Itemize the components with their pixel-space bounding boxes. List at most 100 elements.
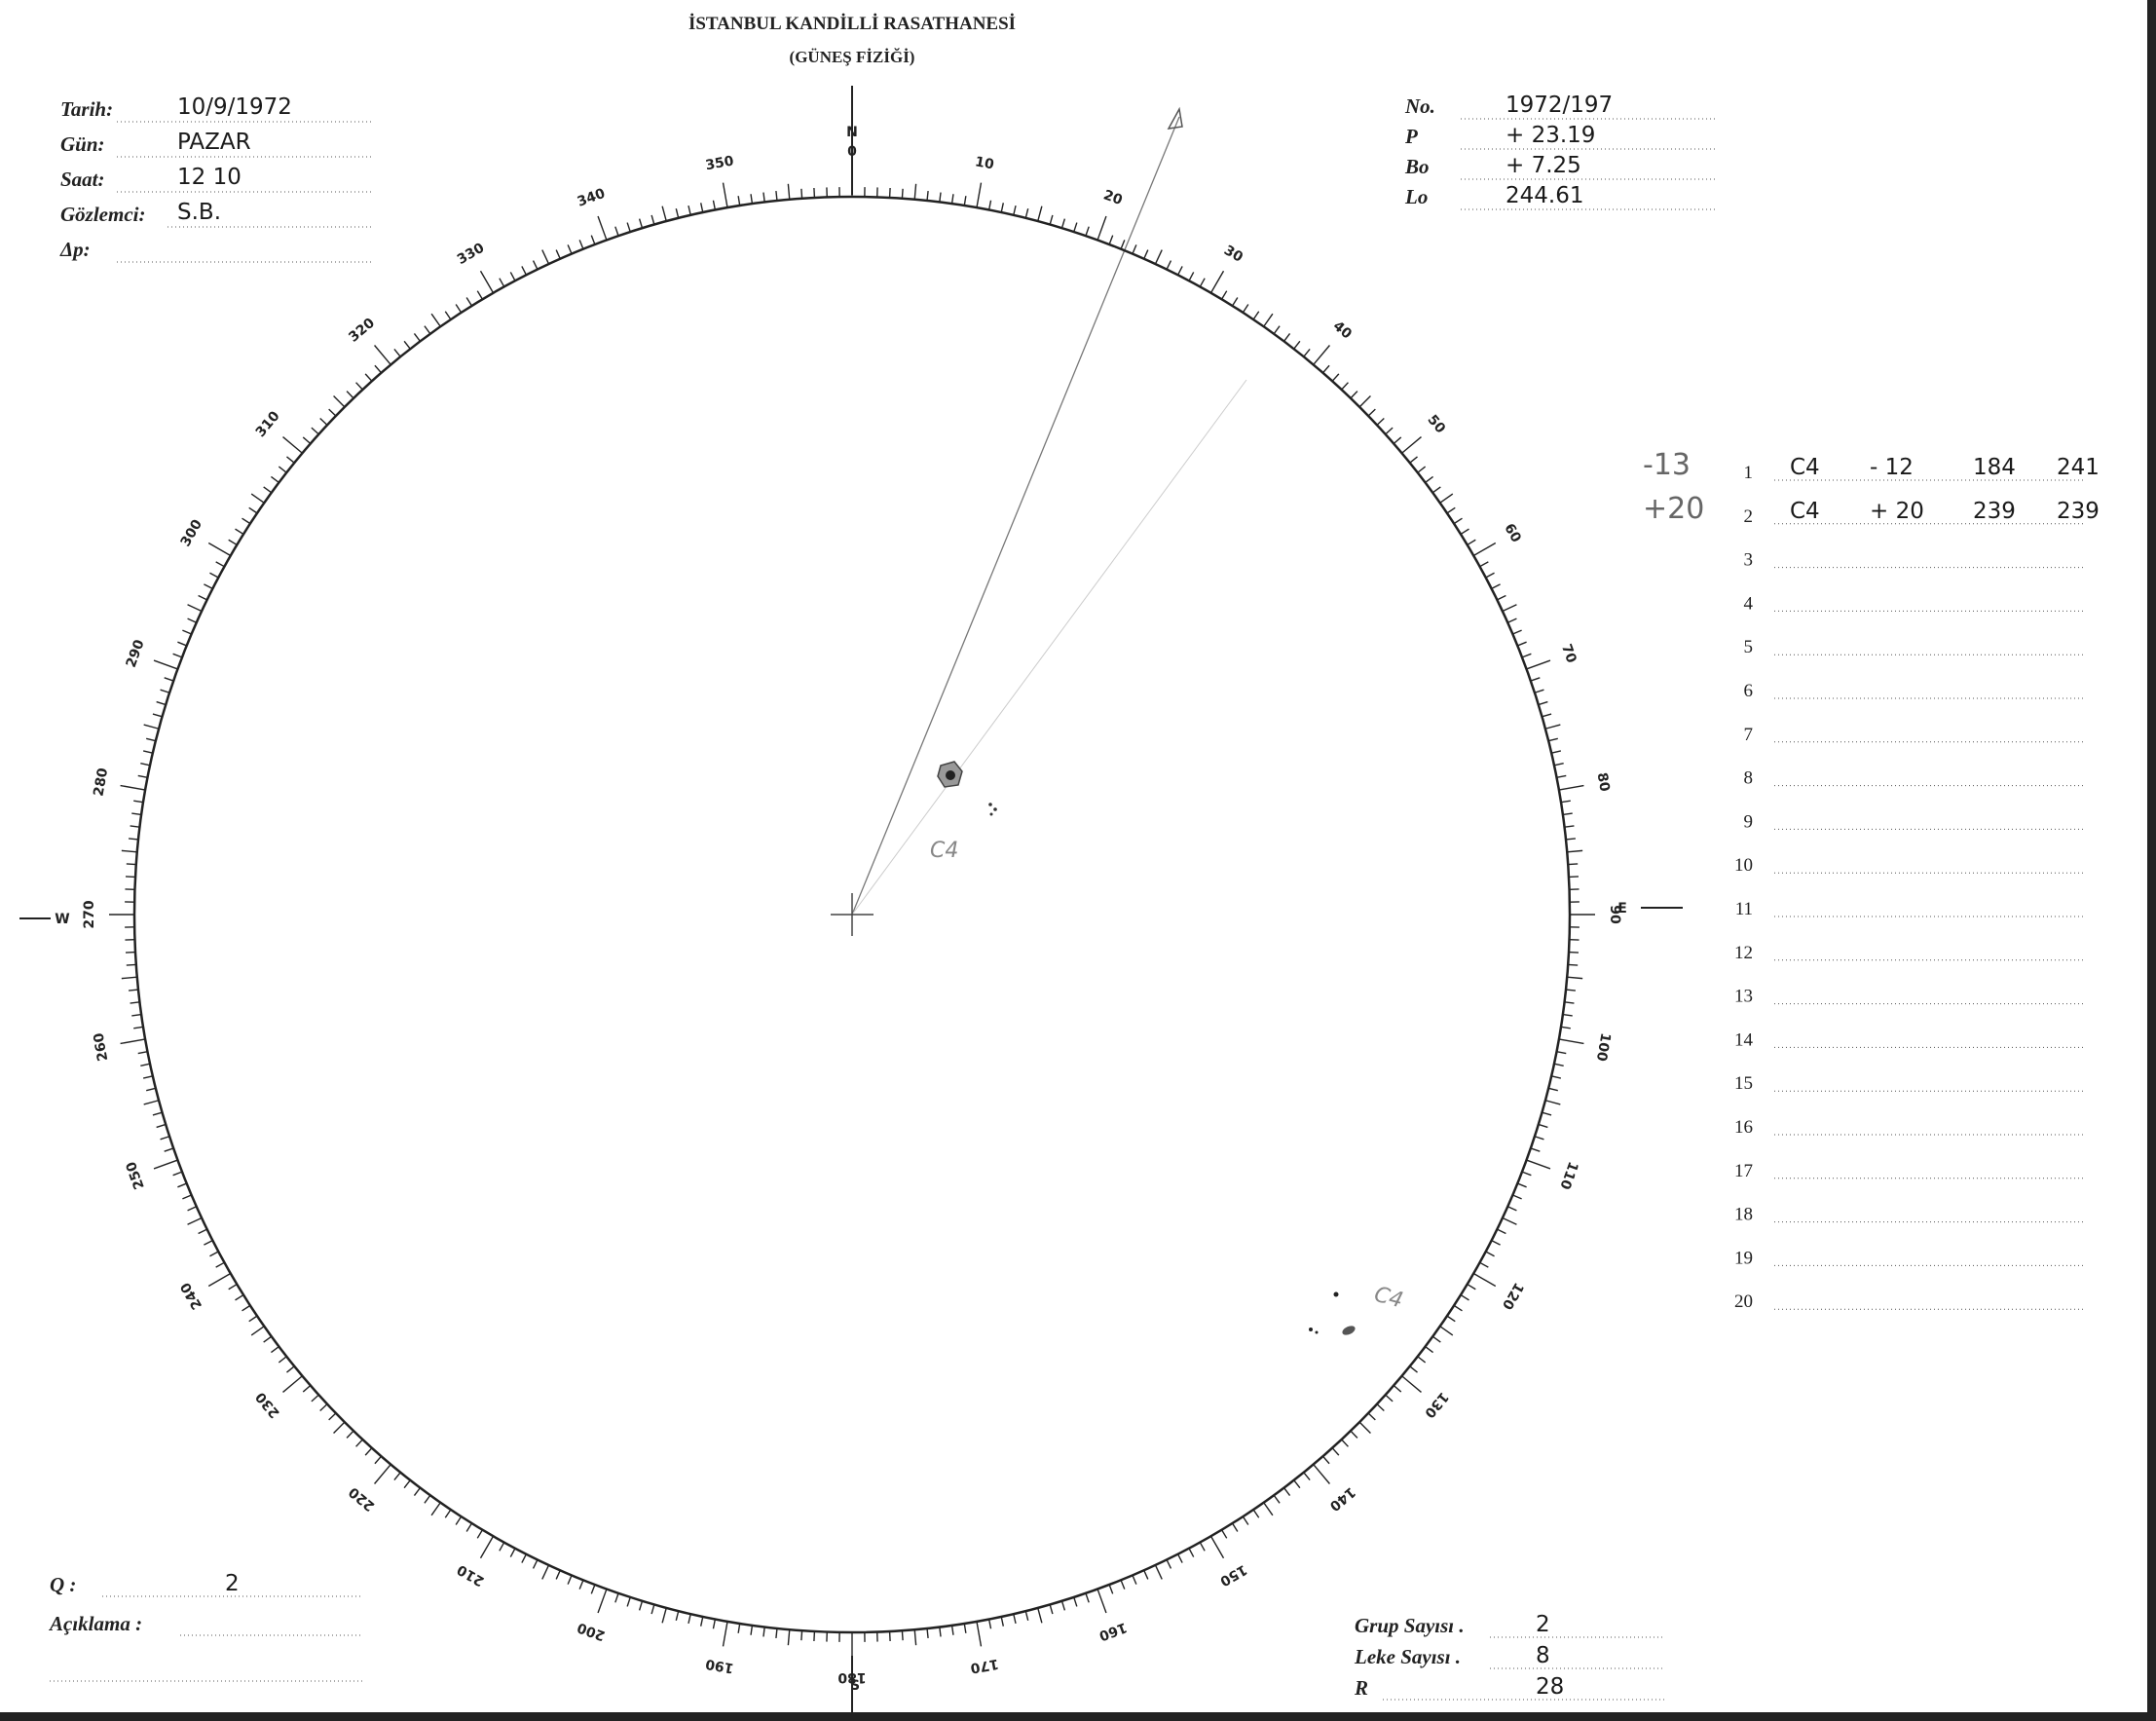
sunspot: [1333, 1291, 1339, 1297]
dial-tick: [207, 1272, 232, 1288]
dial-tick: [130, 1001, 140, 1004]
dial-tick: [250, 493, 265, 504]
dial-tick: [1568, 876, 1580, 879]
field-label: Tarih:: [60, 97, 113, 121]
dial-tick: [1538, 700, 1548, 706]
dial-tick: [1550, 1075, 1562, 1079]
group-latitude: - 12: [1870, 455, 1914, 480]
dial-tick: [521, 1553, 528, 1563]
dial-tick: [374, 345, 391, 365]
dial-tick: [1358, 1421, 1371, 1434]
dial-tick: [302, 436, 312, 445]
dial-tick: [120, 784, 146, 791]
dial-tick: [987, 200, 992, 210]
dial-tick: [567, 244, 573, 254]
dial-tick: [661, 206, 667, 222]
dial-tick: [465, 1522, 473, 1532]
dial-tick: [688, 205, 691, 216]
dial-tick: [142, 750, 154, 754]
dial-tick: [250, 1326, 265, 1336]
dial-label: 20: [1101, 187, 1125, 208]
dial-tick: [1491, 1239, 1501, 1246]
dial-tick: [1538, 1123, 1548, 1129]
guide-line: [851, 379, 1247, 916]
subtitle: (GÜNEŞ FİZİĞİ): [790, 48, 915, 66]
dial-tick: [1166, 1559, 1172, 1569]
dial-tick: [1000, 203, 1004, 213]
dial-tick: [976, 182, 983, 208]
row-number: 3: [1744, 550, 1754, 571]
dial-tick: [242, 1304, 251, 1312]
dial-tick: [374, 364, 383, 374]
dial-tick: [901, 188, 904, 199]
dial-tick: [209, 1251, 219, 1257]
dial-tick: [228, 1283, 238, 1291]
dial-tick: [1530, 1147, 1541, 1152]
sunspot: [1342, 1326, 1356, 1335]
dial-tick: [1568, 863, 1579, 866]
row-number: 1: [1744, 463, 1754, 483]
dial-tick: [1049, 214, 1054, 225]
dial-tick: [1502, 1216, 1517, 1225]
dial-tick: [126, 863, 136, 866]
dial-tick: [1358, 395, 1371, 408]
dial-tick: [146, 1087, 157, 1092]
dial-tick: [499, 278, 505, 287]
dial-tick: [1303, 349, 1311, 357]
dial-tick: [121, 849, 137, 853]
dial-tick: [160, 689, 170, 693]
dial-tick: [555, 249, 561, 260]
dial-tick: [775, 191, 778, 202]
dial-tick: [1565, 838, 1576, 841]
dial-tick: [302, 1384, 312, 1393]
field-value: 2: [225, 1571, 240, 1596]
dial-tick: [393, 1472, 401, 1480]
dial-tick: [1108, 235, 1114, 245]
dial-tick: [121, 976, 137, 980]
dial-tick: [1024, 208, 1029, 219]
dial-tick: [1385, 1394, 1394, 1403]
dial-tick: [1385, 427, 1394, 435]
dial-tick: [1252, 1509, 1260, 1518]
dial-tick: [1472, 542, 1497, 557]
dial-tick: [567, 1575, 573, 1585]
dial-tick: [1273, 325, 1281, 335]
dial-tick: [939, 192, 942, 203]
dial-tick: [198, 1228, 207, 1235]
dial-tick: [1479, 561, 1489, 568]
dial-tick: [187, 604, 203, 613]
dial-tick: [1120, 240, 1126, 249]
dial-tick: [1542, 1111, 1552, 1116]
dial-tick: [700, 1616, 704, 1627]
dial-tick: [1446, 506, 1456, 514]
row-number: 11: [1735, 899, 1753, 919]
row-number: 4: [1744, 593, 1754, 614]
title: İSTANBUL KANDİLLİ RASATHANESİ: [688, 14, 1016, 34]
dial-tick: [1547, 1087, 1558, 1092]
dial-tick: [1154, 249, 1163, 265]
dial-tick: [1562, 1013, 1573, 1017]
dial-tick: [120, 1038, 146, 1045]
dial-tick: [140, 1063, 151, 1066]
dial-tick: [137, 1050, 148, 1055]
dial-tick: [541, 249, 550, 265]
field-value: 1972/197: [1505, 93, 1613, 118]
dial-tick: [1242, 1515, 1249, 1525]
sunspot: [1315, 1330, 1319, 1334]
field-label: Δp:: [59, 238, 91, 261]
dial-tick: [1568, 963, 1579, 966]
dial-tick: [737, 1623, 741, 1633]
dial-tick: [1166, 260, 1172, 270]
dial-tick: [1453, 1304, 1463, 1312]
dial-tick: [413, 1487, 422, 1497]
group-class: C4: [1790, 455, 1820, 480]
dial-tick: [555, 1569, 561, 1580]
dial-tick: [282, 1375, 303, 1393]
dial-label: 260: [91, 1031, 111, 1063]
field-label: Lo: [1404, 185, 1428, 208]
dial-tick: [1393, 436, 1402, 445]
dial-tick: [638, 1600, 644, 1611]
group-longitude: 241: [2057, 455, 2100, 480]
dial-tick: [1331, 373, 1340, 382]
dial-tick: [1534, 1136, 1544, 1141]
